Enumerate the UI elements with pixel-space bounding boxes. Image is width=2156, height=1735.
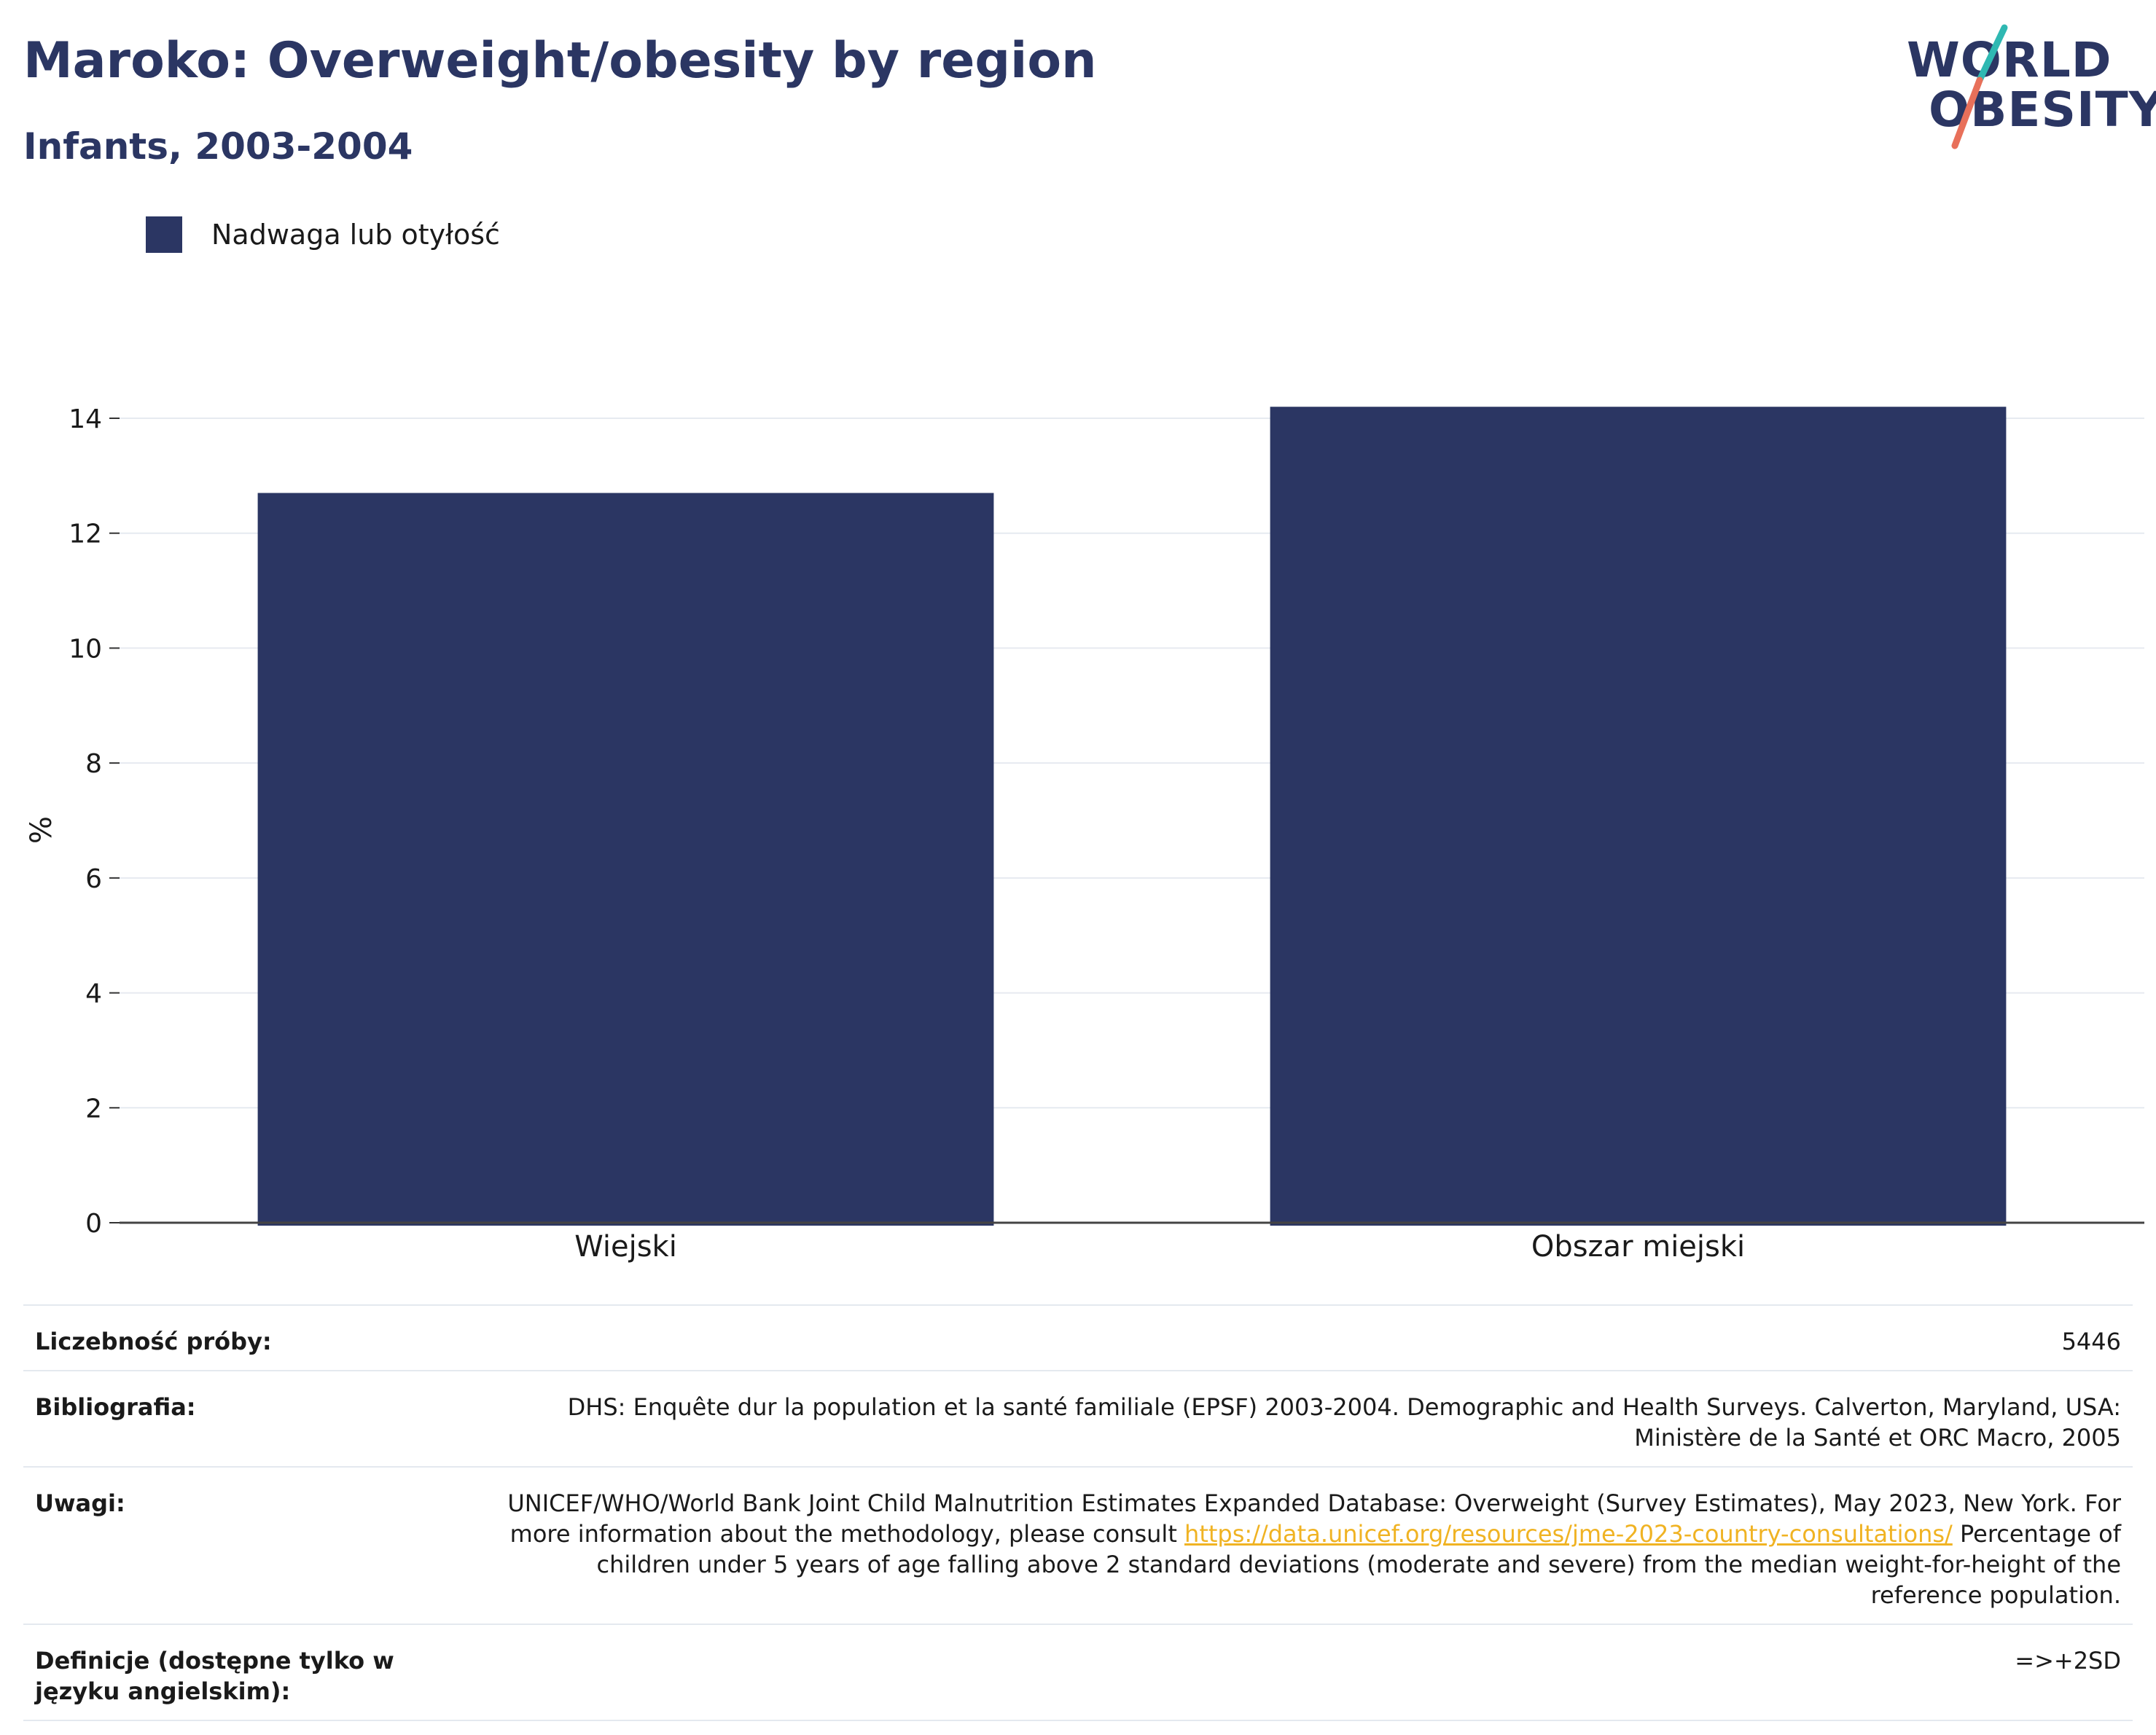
logo-text-line1: WORLD — [1907, 32, 2112, 88]
world-obesity-logo: WORLD OBESITY — [1907, 22, 2156, 153]
meta-row-bibliography: Bibliografia: DHS: Enquête dur la popula… — [23, 1371, 2133, 1467]
y-tick-label: 6 — [85, 864, 102, 894]
meta-row-sample-size: Liczebność próby: 5446 — [23, 1305, 2133, 1371]
metadata-table: Liczebność próby: 5446 Bibliografia: DHS… — [23, 1304, 2133, 1721]
notes-text-after: Percentage of children under 5 years of … — [596, 1520, 2122, 1609]
y-tick-label: 2 — [85, 1094, 102, 1124]
meta-row-notes: Uwagi: UNICEF/WHO/World Bank Joint Child… — [23, 1467, 2133, 1624]
y-tick-label: 14 — [69, 404, 102, 434]
y-tick-label: 0 — [85, 1209, 102, 1239]
bar-chart: 0 2 4 6 8 10 12 14% Wiejski Obszar miejski — [25, 404, 2144, 1264]
chart-title: Maroko: Overweight/obesity by region — [23, 32, 1097, 90]
y-tick-label: 4 — [85, 979, 102, 1009]
legend: Nadwaga lub otyłość — [146, 216, 500, 254]
meta-key: Uwagi: — [35, 1489, 125, 1517]
meta-value: =>+2SD — [2015, 1647, 2121, 1675]
meta-key: Definicje (dostępne tylko w języku angie… — [35, 1647, 394, 1705]
x-tick-label: Wiejski — [574, 1230, 677, 1264]
y-tick-label: 10 — [69, 634, 102, 664]
legend-label: Nadwaga lub otyłość — [211, 219, 500, 251]
y-tick-label: 12 — [69, 520, 102, 549]
meta-row-definitions: Definicje (dostępne tylko w języku angie… — [23, 1624, 2133, 1720]
meta-key: Liczebność próby: — [35, 1328, 272, 1355]
methodology-link[interactable]: https://data.unicef.org/resources/jme-20… — [1184, 1520, 1953, 1548]
bar-wiejski — [257, 493, 994, 1226]
x-tick-label: Obszar miejski — [1531, 1230, 1745, 1264]
meta-key: Bibliografia: — [35, 1393, 196, 1421]
y-axis-label: % — [25, 816, 58, 844]
meta-value: 5446 — [2061, 1328, 2121, 1355]
meta-value: UNICEF/WHO/World Bank Joint Child Malnut… — [469, 1467, 2133, 1624]
y-tick-label: 8 — [85, 749, 102, 779]
meta-value: DHS: Enquête dur la population et la san… — [567, 1393, 2121, 1452]
chart-subtitle: Infants, 2003-2004 — [23, 125, 413, 168]
logo-slash-icon — [1951, 24, 2008, 149]
notes-text-before: UNICEF/WHO/World Bank Joint Child Malnut… — [507, 1489, 2121, 1548]
bar-obszar-miejski — [1270, 407, 2007, 1226]
legend-swatch — [146, 216, 182, 253]
